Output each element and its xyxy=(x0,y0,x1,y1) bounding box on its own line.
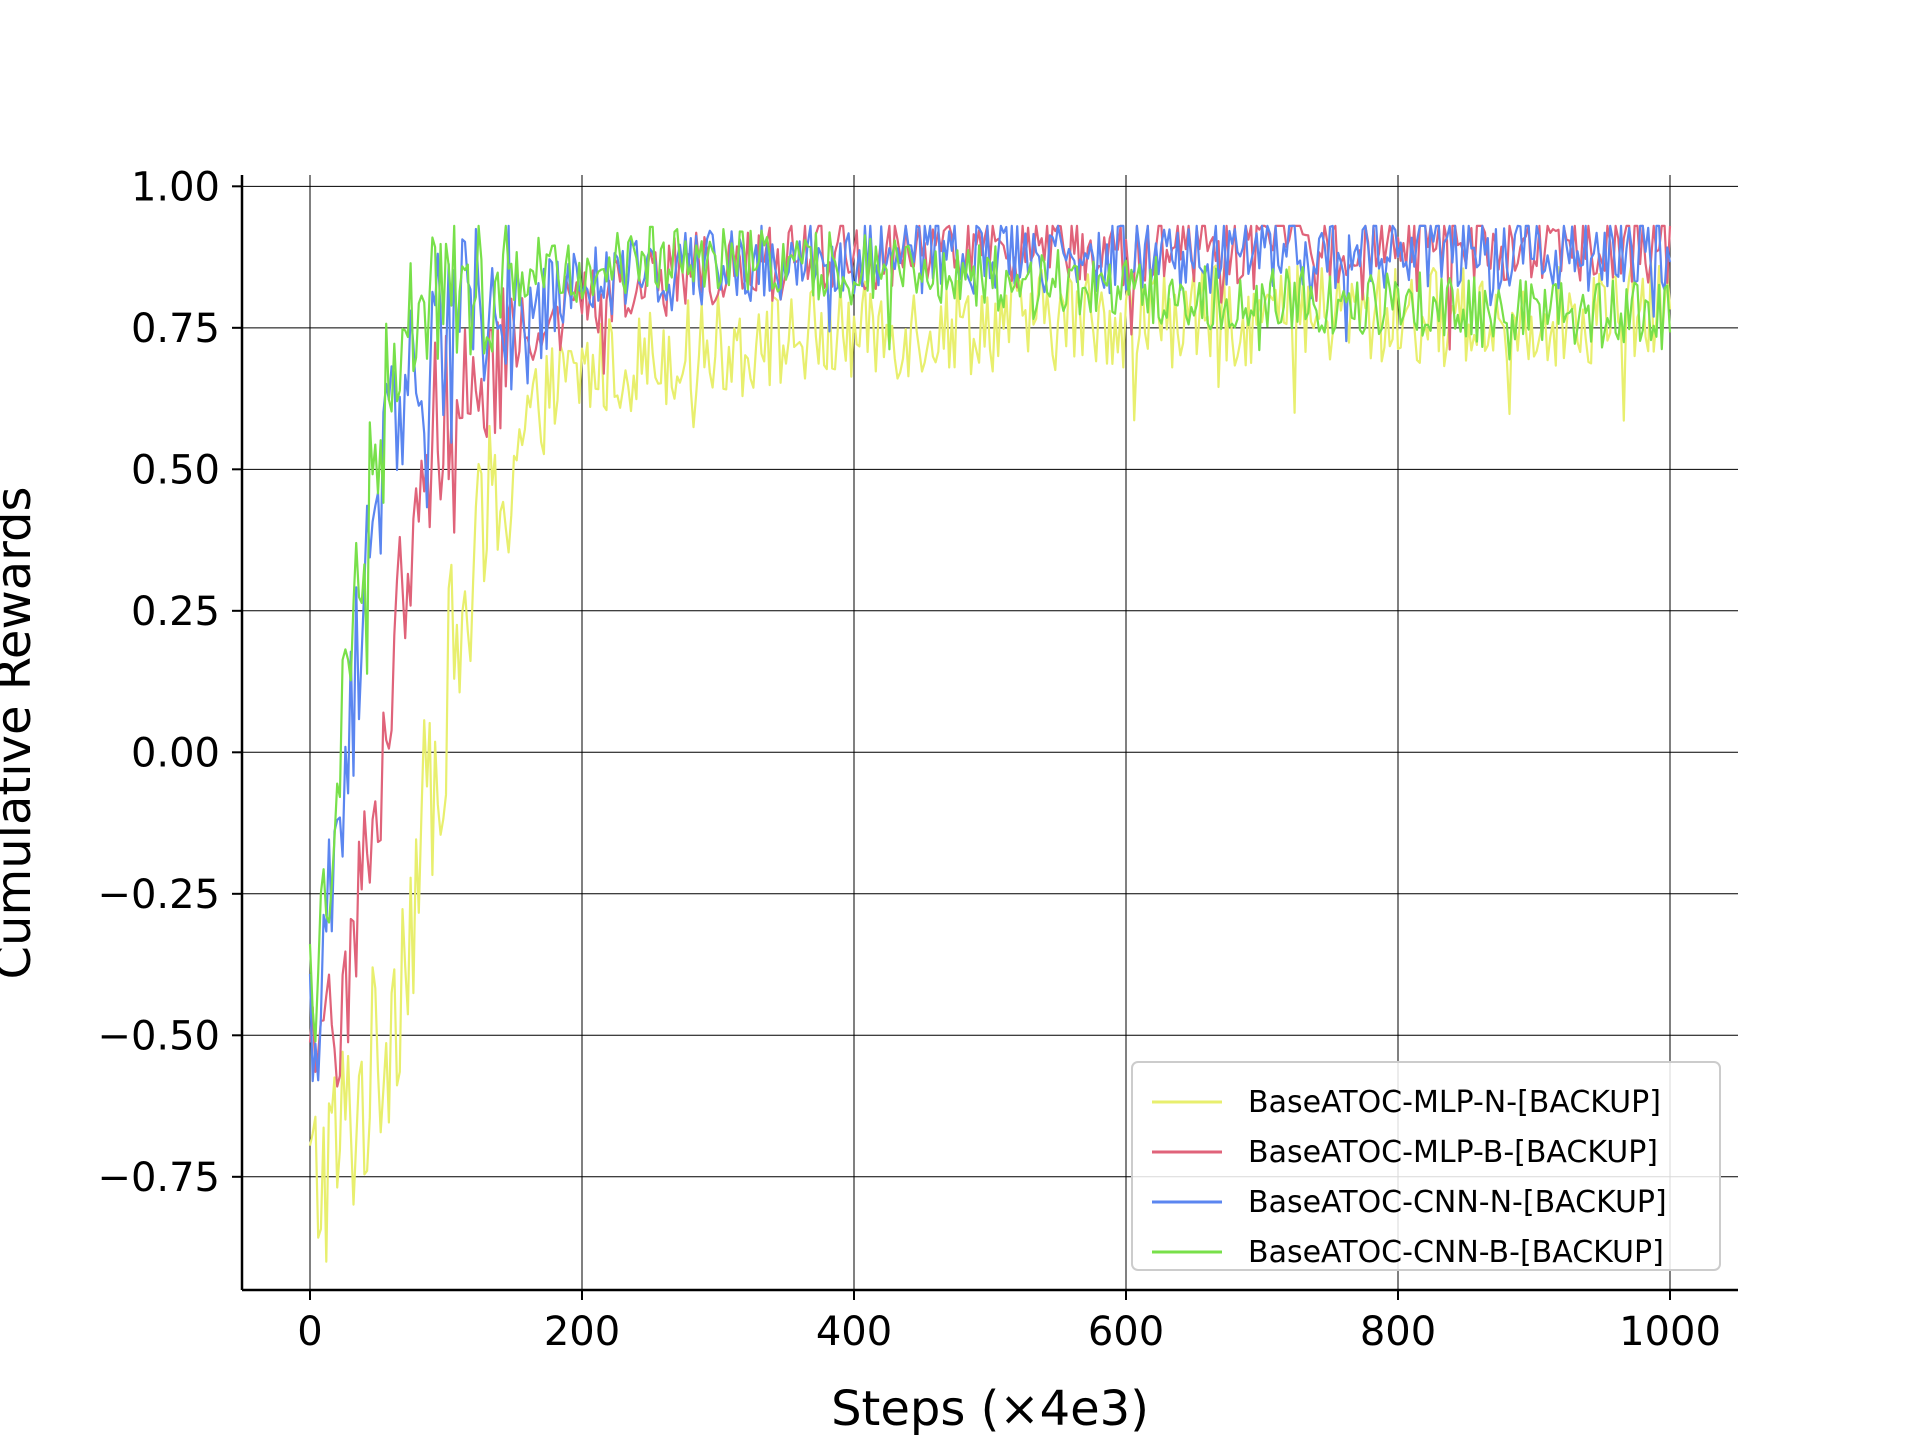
x-tick-label: 1000 xyxy=(1619,1309,1721,1355)
x-tick-label: 800 xyxy=(1360,1309,1436,1355)
x-tick-label: 400 xyxy=(816,1309,892,1355)
legend-entry-label: BaseATOC-CNN-N-[BACKUP] xyxy=(1248,1185,1667,1220)
legend-entry-label: BaseATOC-MLP-N-[BACKUP] xyxy=(1248,1085,1661,1120)
legend: BaseATOC-MLP-N-[BACKUP] BaseATOC-MLP-B-[B… xyxy=(1131,1061,1721,1271)
x-tick-label: 0 xyxy=(297,1309,322,1355)
y-tick-label: −0.50 xyxy=(97,1013,220,1059)
series-layer xyxy=(308,224,1672,1263)
x-tick-label: 200 xyxy=(544,1309,620,1355)
y-tick-label: 0.75 xyxy=(131,306,220,352)
y-tick-label: −0.25 xyxy=(97,872,220,918)
legend-box xyxy=(1131,1061,1721,1271)
y-axis-label: Cumulative Rewards xyxy=(0,487,42,980)
series-line-1 xyxy=(308,260,1672,1263)
y-tick-label: 0.50 xyxy=(131,447,220,493)
series-line-4 xyxy=(308,224,1672,1043)
series-line-3 xyxy=(308,224,1672,1083)
y-tick-label: −0.75 xyxy=(97,1155,220,1201)
y-tick-label: 1.00 xyxy=(131,164,220,210)
y-tick-label: 0.00 xyxy=(131,730,220,776)
y-tick-label: 0.25 xyxy=(131,589,220,635)
x-axis-label: Steps (×4e3) xyxy=(831,1381,1149,1437)
x-tick-label: 600 xyxy=(1088,1309,1164,1355)
axes xyxy=(240,175,1738,1292)
legend-entry-label: BaseATOC-MLP-B-[BACKUP] xyxy=(1248,1135,1658,1170)
ticks: 0 200 400 600 800 1000 −0.75 −0.50 −0.25 0.00 0.25… xyxy=(97,164,1720,1355)
legend-entry-label: BaseATOC-CNN-B-[BACKUP] xyxy=(1248,1235,1664,1270)
